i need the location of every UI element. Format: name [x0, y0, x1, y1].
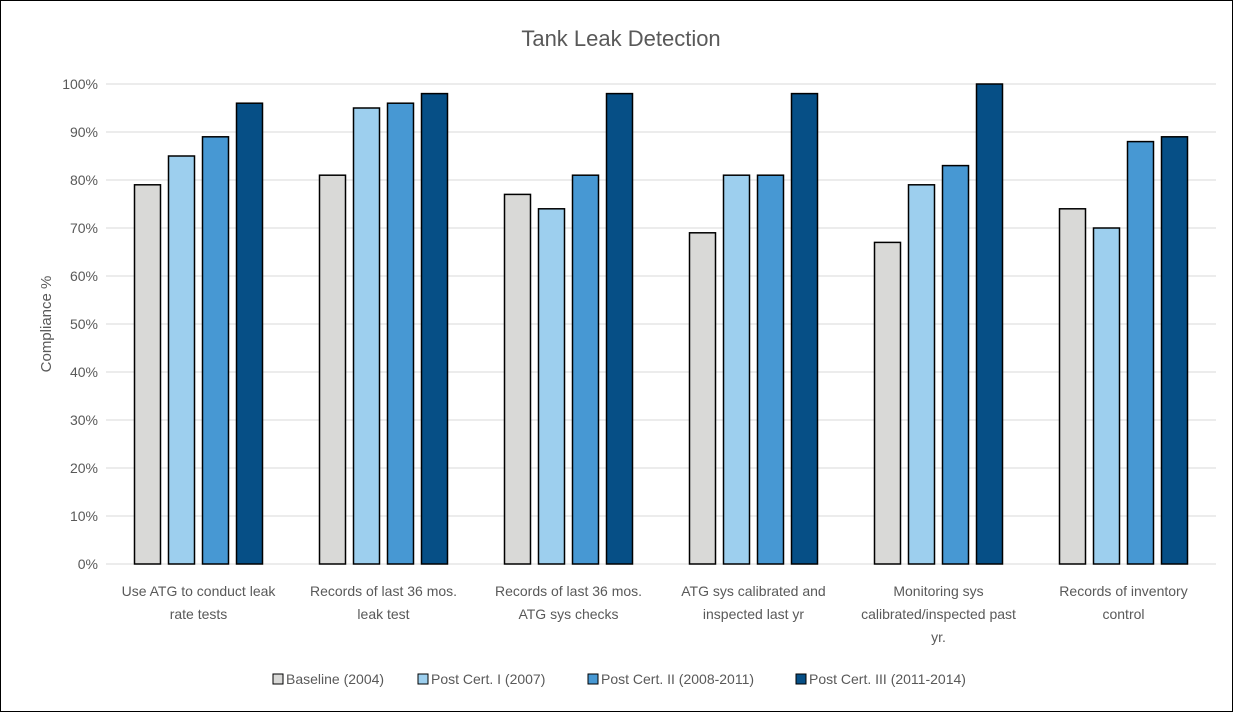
legend-label: Post Cert. II (2008-2011) — [601, 671, 754, 687]
legend-swatch — [417, 673, 429, 685]
bar — [235, 102, 264, 565]
x-category-label: rate tests — [170, 606, 228, 622]
legend-label: Post Cert. I (2007) — [431, 671, 545, 687]
y-axis-ticks: 0% 10% 20% 30% 40% 50% 60% 70% 80% 90% 100% — [62, 76, 98, 572]
x-axis-category-labels: Use ATG to conduct leak rate tests Records… — [122, 583, 1188, 645]
x-category-label: ATG sys calibrated and — [681, 583, 825, 599]
chart-title: Tank Leak Detection — [521, 26, 720, 51]
y-axis-label: Compliance % — [38, 276, 55, 373]
bar — [756, 174, 785, 565]
bar — [571, 174, 600, 565]
legend-swatch — [587, 673, 599, 685]
bar — [790, 92, 819, 565]
x-category-label: Records of inventory — [1059, 583, 1187, 599]
bar — [1058, 208, 1087, 565]
bar — [420, 92, 449, 565]
y-tick-label: 50% — [70, 316, 98, 332]
bar — [688, 232, 717, 565]
gridlines — [106, 83, 1216, 565]
bar — [722, 174, 751, 565]
x-category-label: inspected last yr — [703, 606, 804, 622]
x-category-label: yr. — [931, 629, 946, 645]
bar — [386, 102, 415, 565]
x-category-label: ATG sys checks — [518, 606, 618, 622]
y-tick-label: 10% — [70, 508, 98, 524]
x-category-label: Records of last 36 mos. — [310, 583, 457, 599]
bar — [537, 208, 566, 565]
y-tick-label: 100% — [62, 76, 98, 92]
legend-label: Post Cert. III (2011-2014) — [809, 671, 966, 687]
y-tick-label: 20% — [70, 460, 98, 476]
y-tick-label: 80% — [70, 172, 98, 188]
legend-swatch — [795, 673, 807, 685]
bar — [201, 136, 230, 565]
x-category-label: control — [1102, 606, 1144, 622]
bar — [1160, 136, 1189, 565]
bar — [167, 155, 196, 565]
y-tick-label: 60% — [70, 268, 98, 284]
bar — [1092, 227, 1121, 565]
bars — [133, 83, 1189, 565]
bar — [1126, 140, 1155, 565]
x-category-label: Use ATG to conduct leak — [122, 583, 277, 599]
x-category-label: leak test — [357, 606, 409, 622]
bar — [605, 92, 634, 565]
bar — [503, 193, 532, 565]
x-category-label: calibrated/inspected past — [861, 606, 1016, 622]
bar — [133, 184, 162, 565]
y-tick-label: 0% — [78, 556, 98, 572]
y-tick-label: 30% — [70, 412, 98, 428]
y-tick-label: 90% — [70, 124, 98, 140]
bar — [941, 164, 970, 565]
bar — [975, 83, 1004, 565]
x-category-label: Records of last 36 mos. — [495, 583, 642, 599]
bar — [318, 174, 347, 565]
bar — [352, 107, 381, 565]
x-category-label: Monitoring sys — [893, 583, 983, 599]
legend: Baseline (2004) Post Cert. I (2007) Post C… — [272, 671, 966, 687]
y-tick-label: 40% — [70, 364, 98, 380]
legend-swatch — [272, 673, 284, 685]
y-tick-label: 70% — [70, 220, 98, 236]
bar — [907, 184, 936, 565]
bar — [873, 241, 902, 565]
legend-label: Baseline (2004) — [286, 671, 384, 687]
